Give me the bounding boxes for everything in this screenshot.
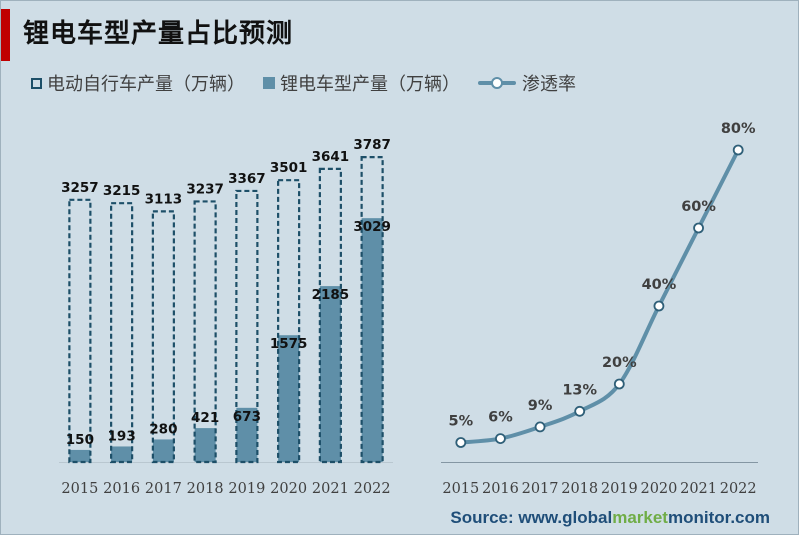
line-data-label: 9% bbox=[528, 398, 553, 414]
line-point bbox=[613, 378, 625, 390]
line-point bbox=[693, 222, 704, 234]
bar-lithium bbox=[69, 449, 91, 462]
legend-item-ebike: 电动自行车产量（万辆） bbox=[31, 70, 245, 96]
bar-lithium bbox=[194, 428, 216, 462]
bar-lithium-value-label: 3029 bbox=[353, 219, 391, 235]
line-x-tick-label: 2021 bbox=[680, 481, 717, 497]
bar-x-tick-label: 2019 bbox=[228, 481, 265, 497]
legend-label-ebike: 电动自行车产量（万辆） bbox=[47, 74, 245, 95]
bar-ebike-outline bbox=[235, 189, 259, 464]
bar-ebike-outline bbox=[277, 179, 301, 464]
line-point bbox=[534, 421, 546, 433]
line-x-tick-label: 2018 bbox=[561, 481, 598, 497]
bar-ebike-value-label: 3501 bbox=[270, 160, 308, 176]
legend-item-rate: 渗透率 bbox=[478, 70, 576, 96]
bar-ebike-value-label: 3257 bbox=[61, 180, 99, 196]
source-market: market bbox=[612, 508, 668, 527]
line-data-label: 20% bbox=[602, 355, 637, 371]
legend-swatch-lithium bbox=[263, 77, 275, 89]
source-monitor: monitor bbox=[667, 508, 731, 527]
bar-lithium-value-label: 673 bbox=[233, 409, 261, 425]
bar-ebike-outline bbox=[110, 202, 134, 464]
bar-lithium bbox=[319, 286, 341, 462]
line-x-tick-label: 2015 bbox=[442, 481, 479, 497]
line-data-label: 60% bbox=[681, 199, 716, 215]
legend-label-lithium: 锂电车型产量（万辆） bbox=[280, 74, 460, 95]
bar-lithium-value-label: 280 bbox=[149, 421, 177, 437]
bar-x-tick-label: 2020 bbox=[270, 481, 307, 497]
chart-title: 锂电车型产量占比预测 bbox=[23, 19, 294, 49]
source-global: global bbox=[562, 508, 613, 527]
bar-x-tick-label: 2016 bbox=[103, 481, 140, 497]
bar-lithium bbox=[236, 407, 258, 462]
line-series-rate bbox=[458, 148, 741, 445]
bar-x-tick-label: 2018 bbox=[187, 481, 224, 497]
bar-ebike-value-label: 3237 bbox=[186, 181, 224, 197]
bar-lithium bbox=[278, 335, 300, 462]
line-point bbox=[495, 433, 506, 445]
bar-lithium bbox=[361, 218, 383, 462]
line-point bbox=[653, 300, 665, 312]
bar-ebike-outline bbox=[360, 156, 384, 464]
source-prefix: Source: www. bbox=[450, 508, 563, 527]
bar-x-tick-label: 2022 bbox=[354, 481, 391, 497]
line-x-tick-label: 2022 bbox=[720, 481, 757, 497]
line-x-tick-label: 2019 bbox=[601, 481, 638, 497]
bar-x-tick-label: 2021 bbox=[312, 481, 349, 497]
bar-x-tick-label: 2017 bbox=[145, 481, 182, 497]
bar-ebike-value-label: 3641 bbox=[312, 149, 350, 165]
bar-lithium bbox=[111, 446, 133, 462]
line-data-label: 80% bbox=[721, 121, 756, 137]
bar-ebike-outline bbox=[318, 167, 342, 464]
bar-lithium-value-label: 150 bbox=[66, 432, 94, 448]
legend: 电动自行车产量（万辆） 锂电车型产量（万辆） 渗透率 bbox=[31, 69, 594, 97]
line-data-label: 13% bbox=[562, 382, 597, 398]
bar-ebike-outline bbox=[151, 210, 175, 464]
bar-x-tick-label: 2015 bbox=[61, 481, 98, 497]
line-point bbox=[455, 437, 467, 448]
line-data-label: 40% bbox=[642, 277, 677, 293]
line-x-tick-label: 2017 bbox=[522, 481, 559, 497]
source-suffix: .com bbox=[730, 508, 770, 527]
bar-ebike-outline bbox=[193, 200, 217, 464]
bar-ebike-value-label: 3367 bbox=[228, 171, 266, 187]
bar-ebike-value-label: 3113 bbox=[145, 191, 183, 207]
bar-lithium-value-label: 421 bbox=[191, 410, 219, 426]
bar-lithium-value-label: 193 bbox=[108, 428, 136, 444]
line-point bbox=[574, 405, 586, 417]
line-data-label: 5% bbox=[449, 414, 474, 430]
legend-swatch-ebike bbox=[31, 77, 42, 89]
legend-swatch-rate bbox=[478, 76, 516, 90]
line-x-tick-label: 2016 bbox=[482, 481, 519, 497]
title-accent-bar bbox=[1, 9, 10, 61]
legend-label-rate: 渗透率 bbox=[522, 74, 576, 95]
bar-ebike-value-label: 3787 bbox=[353, 137, 391, 153]
line-data-label: 6% bbox=[488, 410, 513, 426]
source-note: Source: www.globalmarketmonitor.com bbox=[450, 508, 770, 528]
legend-item-lithium: 锂电车型产量（万辆） bbox=[263, 70, 460, 96]
line-point bbox=[732, 144, 744, 156]
bar-lithium-value-label: 1575 bbox=[270, 336, 308, 352]
bar-lithium bbox=[152, 439, 174, 462]
line-x-tick-label: 2020 bbox=[640, 481, 677, 497]
bar-ebike-outline bbox=[68, 198, 92, 464]
bar-lithium-value-label: 2185 bbox=[312, 287, 350, 303]
bar-ebike-value-label: 3215 bbox=[103, 183, 141, 199]
